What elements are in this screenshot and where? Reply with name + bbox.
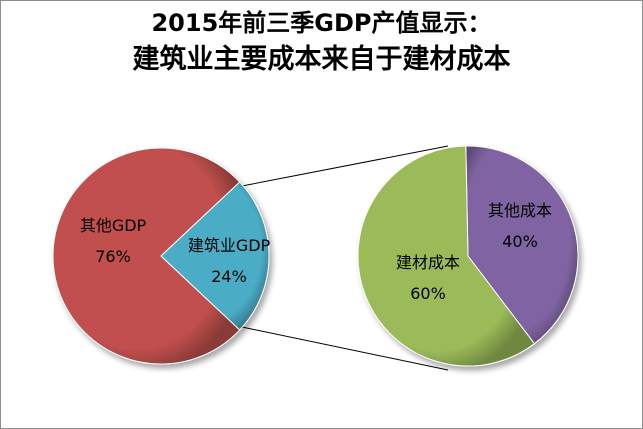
connector-line-top [241, 145, 449, 187]
title-line-1: 2015年前三季GDP产值显示： [151, 9, 492, 37]
slice-label-other-cost: 其他成本 [488, 201, 552, 220]
chart-title: 2015年前三季GDP产值显示： 建筑业主要成本来自于建材成本 [0, 6, 643, 80]
slice-label-construction-gdp: 建筑业GDP [188, 236, 271, 255]
breakdown-pie [357, 145, 579, 367]
connector-line-bottom [241, 326, 449, 371]
main-pie [52, 147, 270, 365]
slice-label-other-gdp: 其他GDP [80, 216, 147, 235]
slice-value-other-cost: 40% [502, 232, 538, 251]
title-line-2: 建筑业主要成本来自于建材成本 [132, 44, 511, 75]
pie-slice-material-cost [357, 145, 536, 367]
slice-label-material-cost: 建材成本 [396, 253, 460, 272]
slice-value-construction-gdp: 24% [211, 267, 247, 286]
pie-slice-construction-gdp [160, 181, 270, 331]
slice-value-material-cost: 60% [410, 284, 446, 303]
pie-slice-other-gdp [52, 147, 241, 365]
pie-slice-other-cost [465, 145, 579, 345]
slice-value-other-gdp: 76% [95, 247, 131, 266]
